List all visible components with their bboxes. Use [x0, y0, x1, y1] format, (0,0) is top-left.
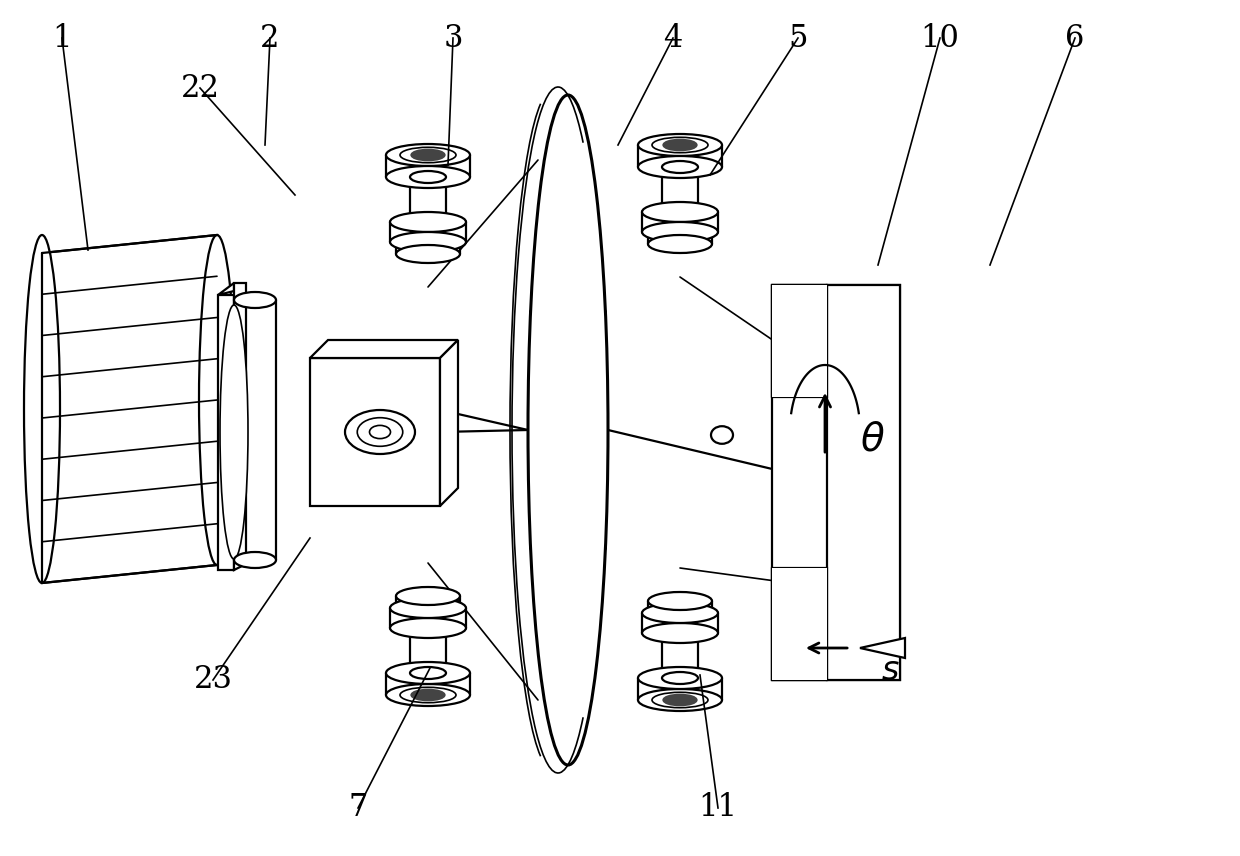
Polygon shape	[218, 283, 234, 295]
Text: 3: 3	[443, 22, 463, 54]
Ellipse shape	[711, 426, 733, 443]
Ellipse shape	[420, 151, 436, 159]
Ellipse shape	[391, 598, 466, 618]
Ellipse shape	[386, 166, 470, 188]
Ellipse shape	[410, 216, 446, 228]
Text: 4: 4	[663, 22, 683, 54]
Ellipse shape	[370, 425, 391, 438]
Polygon shape	[310, 340, 458, 358]
Ellipse shape	[401, 147, 456, 163]
Ellipse shape	[420, 691, 436, 699]
Ellipse shape	[639, 689, 722, 711]
Ellipse shape	[401, 687, 456, 703]
Text: 22: 22	[181, 73, 219, 104]
Ellipse shape	[639, 667, 722, 689]
Polygon shape	[234, 283, 246, 570]
Polygon shape	[440, 340, 458, 506]
Ellipse shape	[649, 235, 712, 253]
Bar	[310, 358, 440, 506]
Ellipse shape	[198, 235, 236, 565]
Ellipse shape	[396, 245, 460, 263]
Polygon shape	[642, 204, 718, 212]
Ellipse shape	[652, 693, 708, 708]
Ellipse shape	[652, 137, 708, 152]
Ellipse shape	[410, 171, 446, 183]
Text: 11: 11	[698, 793, 738, 823]
Text: $\mathit{s}$: $\mathit{s}$	[880, 653, 899, 687]
Ellipse shape	[642, 603, 718, 623]
Ellipse shape	[649, 592, 712, 610]
Ellipse shape	[234, 292, 277, 308]
Ellipse shape	[386, 684, 470, 706]
Bar	[218, 295, 234, 570]
Ellipse shape	[410, 667, 446, 679]
Ellipse shape	[528, 95, 608, 765]
Ellipse shape	[642, 202, 718, 222]
Ellipse shape	[672, 141, 688, 149]
Ellipse shape	[386, 662, 470, 684]
Text: 1: 1	[52, 22, 72, 54]
Ellipse shape	[24, 235, 60, 583]
Text: $\theta$: $\theta$	[861, 421, 885, 459]
Ellipse shape	[662, 206, 698, 218]
Text: 7: 7	[348, 793, 368, 823]
Text: 6: 6	[1065, 22, 1085, 54]
Polygon shape	[861, 638, 905, 658]
Ellipse shape	[357, 418, 403, 446]
Text: 23: 23	[193, 664, 233, 695]
Polygon shape	[391, 214, 466, 222]
Bar	[773, 285, 827, 397]
Ellipse shape	[410, 622, 446, 634]
Text: 2: 2	[260, 22, 280, 54]
Bar	[773, 285, 827, 397]
Ellipse shape	[219, 305, 248, 559]
Ellipse shape	[391, 232, 466, 252]
Ellipse shape	[662, 161, 698, 173]
Ellipse shape	[391, 212, 466, 232]
Ellipse shape	[639, 134, 722, 156]
Ellipse shape	[412, 689, 445, 700]
Ellipse shape	[662, 672, 698, 684]
Ellipse shape	[642, 623, 718, 643]
Text: 5: 5	[789, 22, 807, 54]
Text: 10: 10	[920, 22, 960, 54]
Polygon shape	[42, 235, 217, 583]
Ellipse shape	[642, 222, 718, 242]
Ellipse shape	[234, 552, 277, 568]
Ellipse shape	[412, 150, 445, 161]
Ellipse shape	[396, 587, 460, 605]
Ellipse shape	[662, 627, 698, 639]
Ellipse shape	[386, 144, 470, 166]
Ellipse shape	[639, 156, 722, 178]
Ellipse shape	[391, 618, 466, 638]
Ellipse shape	[663, 694, 697, 705]
Ellipse shape	[672, 696, 688, 704]
Bar	[773, 568, 827, 680]
Ellipse shape	[345, 410, 415, 454]
Bar	[827, 285, 900, 680]
Ellipse shape	[663, 140, 697, 151]
Bar	[773, 285, 900, 680]
Bar	[773, 568, 827, 680]
